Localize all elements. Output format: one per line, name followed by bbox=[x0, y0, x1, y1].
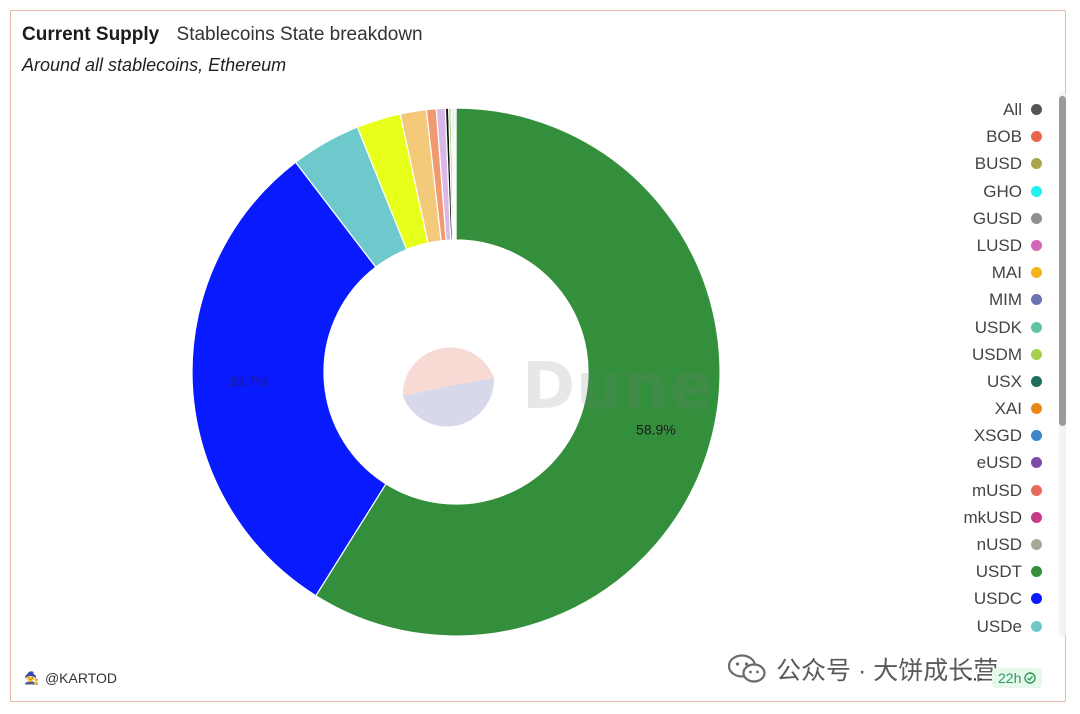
legend-swatch bbox=[1031, 321, 1042, 333]
legend-swatch bbox=[1031, 104, 1042, 115]
legend-label: BUSD bbox=[974, 154, 1022, 174]
watermark-text: Dune bbox=[522, 350, 714, 424]
legend-scrollbar[interactable] bbox=[1059, 92, 1066, 637]
legend-item-mim[interactable]: MIM bbox=[922, 286, 1042, 313]
legend-label: GHO bbox=[983, 181, 1022, 201]
legend-label: MIM bbox=[988, 290, 1022, 310]
chart-title: Current Supply bbox=[22, 24, 160, 45]
chart-header: Current Supply Stablecoins State breakdo… bbox=[22, 24, 423, 46]
legend-item-xsgd[interactable]: XSGD bbox=[922, 422, 1042, 449]
legend-label: MAI bbox=[991, 263, 1022, 283]
legend-swatch bbox=[1031, 294, 1042, 306]
legend-swatch bbox=[1031, 267, 1042, 279]
legend-item-busd[interactable]: BUSD bbox=[922, 150, 1042, 177]
legend-label: nUSD bbox=[976, 535, 1022, 554]
pie-slice-11[interactable] bbox=[453, 107, 457, 241]
legend-label: mkUSD bbox=[963, 507, 1022, 527]
legend-label: XAI bbox=[994, 399, 1022, 419]
legend-item-mai[interactable]: MAI bbox=[922, 259, 1042, 286]
legend-item-usdc[interactable]: USDC bbox=[922, 585, 1042, 612]
legend-item-gusd[interactable]: GUSD bbox=[922, 205, 1042, 232]
legend-swatch bbox=[1031, 430, 1042, 442]
legend-swatch bbox=[1031, 348, 1042, 360]
legend-item-usx[interactable]: USX bbox=[922, 368, 1042, 395]
refresh-time: 22h bbox=[998, 670, 1022, 686]
legend-swatch bbox=[1031, 484, 1042, 496]
legend-label: XSGD bbox=[973, 426, 1022, 446]
legend-swatch bbox=[1031, 566, 1042, 578]
legend-item-eusd[interactable]: eUSD bbox=[922, 449, 1042, 476]
author-link[interactable]: 🧙 @KARTOD bbox=[24, 670, 117, 686]
legend-swatch bbox=[1031, 457, 1042, 469]
legend-item-usdt[interactable]: USDT bbox=[922, 558, 1042, 585]
pie-slice-usdc[interactable] bbox=[191, 161, 387, 597]
legend-item-lusd[interactable]: LUSD bbox=[922, 232, 1042, 259]
legend-scroll-thumb[interactable] bbox=[1059, 96, 1066, 426]
data-label-usdt: 58.9% bbox=[636, 421, 676, 437]
legend-label: BOB bbox=[986, 127, 1022, 147]
legend-swatch bbox=[1031, 403, 1042, 415]
legend-swatch bbox=[1031, 620, 1042, 632]
legend-label: USDT bbox=[975, 562, 1022, 582]
legend-label: All bbox=[1003, 100, 1022, 119]
legend-item-nusd[interactable]: nUSD bbox=[922, 531, 1042, 558]
chart-subtitle: Around all stablecoins, Ethereum bbox=[22, 55, 287, 75]
wechat-icon bbox=[728, 654, 766, 683]
legend-item-gho[interactable]: GHO bbox=[922, 178, 1042, 205]
chart-legend: All BOB BUSD GHO GUSD LUSD MAI MIM USDK USDM USX XA… bbox=[922, 96, 1042, 640]
legend-label: USDC bbox=[973, 589, 1022, 609]
legend-item-bob[interactable]: BOB bbox=[922, 123, 1042, 150]
legend-label: USX bbox=[987, 371, 1022, 391]
legend-item-xai[interactable]: XAI bbox=[922, 395, 1042, 422]
legend-swatch bbox=[1031, 212, 1042, 224]
legend-item-usde[interactable]: USDe bbox=[922, 613, 1042, 640]
query-name[interactable]: Stablecoins State breakdown bbox=[176, 24, 423, 45]
legend-label: GUSD bbox=[972, 208, 1022, 228]
data-label-usdc: 30.7% bbox=[228, 374, 268, 390]
legend-item-usdk[interactable]: USDK bbox=[922, 314, 1042, 341]
legend-label: USDe bbox=[976, 616, 1022, 636]
wechat-watermark: 公众号 · 大饼成长营 bbox=[728, 651, 998, 687]
dune-logo-icon bbox=[402, 347, 495, 427]
legend-label: USDM bbox=[971, 344, 1022, 364]
legend-item-musd[interactable]: mUSD bbox=[922, 477, 1042, 504]
pie-slice-usdt[interactable] bbox=[315, 107, 721, 637]
check-circle-icon bbox=[1024, 672, 1037, 684]
author-name: @KARTOD bbox=[44, 670, 117, 686]
wechat-account-text: 公众号 · 大饼成长营 bbox=[776, 657, 999, 685]
legend-label: USDK bbox=[974, 317, 1022, 337]
legend-swatch bbox=[1031, 131, 1042, 143]
legend-swatch bbox=[1031, 539, 1042, 550]
legend-item-usdm[interactable]: USDM bbox=[922, 341, 1042, 368]
legend-label: mUSD bbox=[971, 480, 1022, 500]
legend-label: eUSD bbox=[976, 453, 1022, 473]
legend-label: LUSD bbox=[976, 235, 1022, 255]
legend-swatch bbox=[1031, 511, 1042, 523]
wizard-icon: 🧙 bbox=[24, 671, 39, 685]
legend-swatch bbox=[1031, 158, 1042, 170]
legend-swatch bbox=[1031, 593, 1042, 605]
legend-swatch bbox=[1031, 185, 1042, 197]
legend-swatch bbox=[1031, 239, 1042, 251]
legend-item-all[interactable]: All bbox=[922, 96, 1042, 123]
legend-swatch bbox=[1031, 375, 1042, 387]
more-options-button[interactable]: ··· bbox=[966, 668, 984, 690]
legend-item-mkusd[interactable]: mkUSD bbox=[922, 504, 1042, 531]
refresh-badge[interactable]: 22h bbox=[992, 668, 1043, 688]
